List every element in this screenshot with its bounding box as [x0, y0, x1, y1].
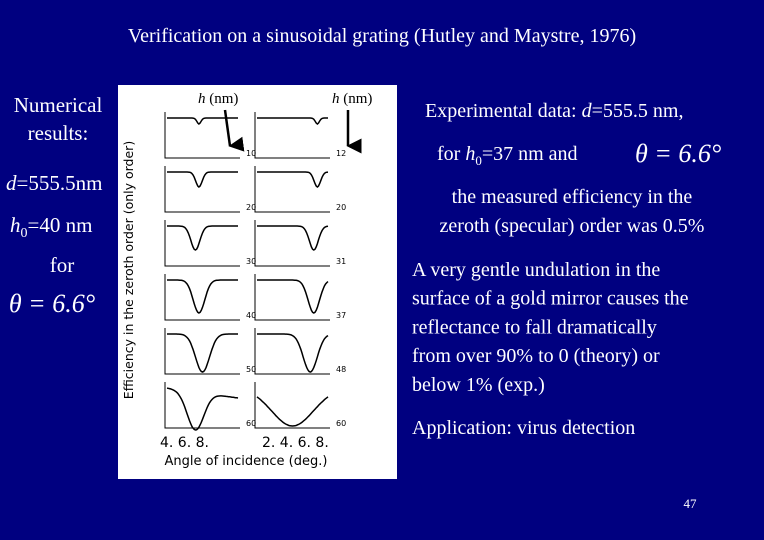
curve	[257, 225, 329, 251]
figure: Efficiency in the zeroth order (only ord…	[118, 85, 397, 479]
panel-label: 50	[246, 365, 256, 374]
panel-frame	[254, 166, 330, 213]
undulation-line: below 1% (exp.)	[412, 374, 545, 396]
curve	[167, 171, 238, 188]
undulation-line: A very gentle undulation in the	[412, 259, 660, 281]
curve	[257, 171, 329, 188]
panel-frame	[164, 166, 240, 213]
panel-label: 40	[246, 311, 256, 320]
curve	[257, 333, 329, 373]
undulation-line: from over 90% to 0 (theory) or	[412, 345, 660, 367]
panel-frame	[254, 112, 330, 159]
right-exp: Experimental data: d=555.5 nm,	[425, 100, 683, 122]
left-for: for	[50, 253, 75, 277]
title: Verification on a sinusoidal grating (Hu…	[128, 25, 636, 47]
y-label: Efficiency in the zeroth order (only ord…	[121, 141, 136, 399]
left-d: d=555.5nm	[6, 171, 102, 195]
curve	[257, 279, 329, 314]
curve	[166, 387, 239, 431]
arrow	[223, 109, 245, 152]
h-label: h (nm)	[332, 91, 372, 107]
left-text: results:	[28, 121, 89, 145]
left-text: Numerical	[14, 93, 103, 117]
left-h0: h0=40 nm	[10, 213, 92, 241]
x-ticks: 4. 6. 8.	[160, 435, 209, 451]
left-theta: θ = 6.6°	[9, 289, 95, 318]
panel-label: 10	[246, 149, 256, 158]
curve	[167, 333, 238, 373]
undulation-line: surface of a gold mirror causes the	[412, 288, 689, 310]
right-for-h0: for h0=37 nm and	[437, 143, 578, 168]
panel-label: 20	[336, 203, 346, 212]
application: Application: virus detection	[412, 417, 635, 439]
h-label: h (nm)	[198, 91, 238, 107]
undulation-line: reflectance to fall dramatically	[412, 316, 657, 338]
figure-bg	[118, 85, 397, 479]
panel-label: 48	[336, 365, 346, 374]
measured-line: the measured efficiency in the	[452, 186, 693, 208]
panel-frame	[164, 328, 240, 375]
panel-label: 30	[246, 257, 256, 266]
panel-frame	[164, 220, 240, 267]
panel-label: 37	[336, 311, 346, 320]
panel-label: 31	[336, 257, 346, 266]
panel-label: 60	[336, 419, 346, 428]
page-number: 47	[684, 496, 698, 511]
panel-frame	[254, 328, 330, 375]
x-ticks: 2. 4. 6. 8.	[262, 435, 329, 451]
measured-line: zeroth (specular) order was 0.5%	[440, 215, 705, 237]
x-label: Angle of incidence (deg.)	[165, 454, 328, 469]
curve	[167, 117, 238, 125]
panel-frame	[254, 220, 330, 267]
panel-frame	[254, 382, 330, 429]
curve	[167, 225, 238, 251]
curve	[256, 396, 329, 427]
curve	[257, 117, 328, 125]
panel-frame	[164, 274, 240, 321]
curve	[167, 279, 238, 314]
panel-label: 60	[246, 419, 256, 428]
panel-frame	[254, 274, 330, 321]
panel-frame	[164, 112, 240, 159]
undulation: A very gentle undulation in the surface o…	[412, 259, 689, 396]
panel-label: 12	[336, 149, 346, 158]
panel-frame	[164, 382, 240, 429]
right-theta: θ = 6.6°	[635, 139, 721, 168]
panel-label: 20	[246, 203, 256, 212]
